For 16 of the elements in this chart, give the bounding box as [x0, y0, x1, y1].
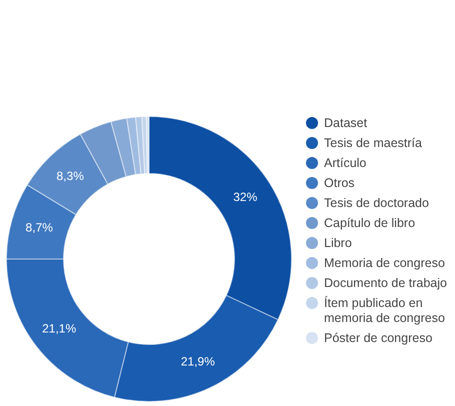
legend-label: Documento de trabajo: [324, 276, 447, 291]
legend-label: Dataset: [324, 116, 368, 131]
legend-label: Tesis de doctorado: [324, 196, 429, 211]
data-label: 8,7%: [26, 220, 54, 235]
data-label: 32%: [233, 190, 258, 204]
legend-label: Ítem publicado en memoria de congreso: [324, 296, 446, 326]
data-label: 21,9%: [180, 354, 216, 368]
legend-label: Otros: [324, 176, 355, 191]
data-label: 21,1%: [42, 321, 76, 336]
legend-label: Artículo: [324, 156, 366, 171]
legend-label: Capítulo de libro: [324, 216, 416, 231]
legend-label: Póster de congreso: [324, 331, 432, 346]
legend-label: Memoria de congreso: [324, 256, 445, 271]
data-label: 8,3%: [56, 168, 84, 183]
legend-label: Libro: [324, 236, 352, 251]
legend-label: Tesis de maestría: [324, 136, 422, 151]
